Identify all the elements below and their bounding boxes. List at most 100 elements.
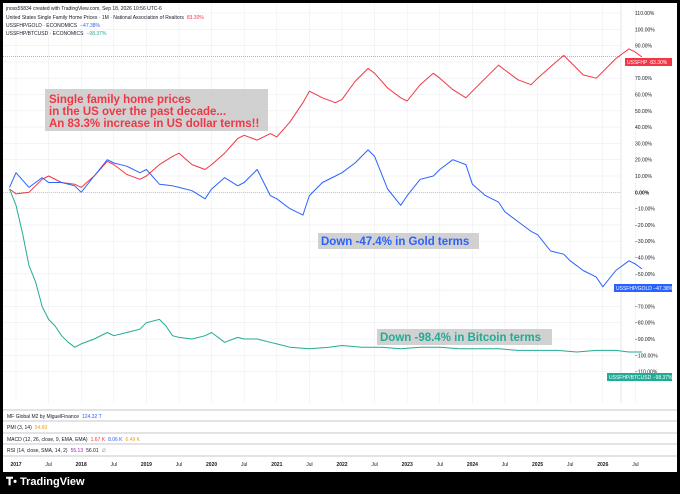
y-tick-label: 0.00%	[635, 190, 650, 196]
y-tick-label: 20.00%	[635, 158, 653, 164]
y-tick-label: 10.00%	[635, 174, 653, 180]
y-tick-label: 30.00%	[635, 141, 653, 147]
y-tick-label: −50.00%	[635, 272, 655, 278]
x-tick-label: Jul	[111, 462, 117, 468]
indicator-label: RSI (14, close, SMA, 14, 2)	[7, 448, 68, 454]
y-tick-label: −40.00%	[635, 256, 655, 262]
y-tick-label: −100.00%	[635, 353, 658, 359]
price-badge-btc: USSFHP/BTCUSD −98.37%	[607, 373, 673, 381]
legend-name: United States Single Family Home Prices …	[6, 15, 184, 21]
tradingview-logo[interactable]: 𝐓• TradingView	[6, 476, 85, 489]
indicator-value: 54.60	[35, 425, 48, 431]
legend: United States Single Family Home Prices …	[6, 15, 204, 37]
annotation-gold: Down -47.4% in Gold terms	[318, 233, 479, 249]
indicator-value: 55.13	[71, 448, 84, 454]
x-tick-label: 2026	[597, 462, 608, 468]
indicator-suffix: ∅	[102, 448, 106, 454]
indicator-label: MF Global M2 by MiguelFinance	[7, 414, 79, 420]
y-tick-label: −30.00%	[635, 239, 655, 245]
x-tick-label: 2023	[402, 462, 413, 468]
x-tick-label: 2024	[467, 462, 478, 468]
indicator-value: 124.32 T	[82, 414, 102, 420]
series-line-btc	[9, 188, 642, 353]
x-tick-label: 2025	[532, 462, 543, 468]
series-line-ussfhp	[9, 48, 643, 195]
legend-value: 83.30%	[187, 15, 205, 21]
x-tick-label: 2017	[10, 462, 21, 468]
legend-value: −47.38%	[80, 23, 100, 29]
annotation-home-prices: Single family home prices in the US over…	[45, 89, 268, 131]
indicator-rsi[interactable]: RSI (14, close, SMA, 14, 2) 55.13 56.01 ∅	[7, 448, 106, 454]
price-badge-gold: USSFHP/GOLD −47.38%	[614, 284, 674, 292]
annotation-home-line2: in the US over the past decade...	[49, 106, 226, 118]
badge-text: USSFHP/BTCUSD −98.37%	[609, 375, 673, 381]
y-tick-label: 60.00%	[635, 93, 653, 99]
y-tick-label: −20.00%	[635, 223, 655, 229]
y-tick-label: −70.00%	[635, 304, 655, 310]
legend-item-ussfhp[interactable]: United States Single Family Home Prices …	[6, 15, 204, 21]
indicator-panes: MF Global M2 by MiguelFinance 124.32 T PM…	[3, 409, 677, 457]
badge-text: USSFHP/GOLD −47.38%	[616, 286, 674, 292]
annotation-btc-text: Down -98.4% in Bitcoin terms	[380, 332, 541, 344]
x-tick-label: Jul	[502, 462, 508, 468]
tv-logo-icon: 𝐓•	[6, 476, 20, 488]
badge-bg	[607, 373, 672, 381]
legend-item-gold[interactable]: USSFHP/GOLD · ECONOMICS −47.38%	[6, 23, 101, 29]
annotation-home-bg	[45, 89, 268, 131]
indicator-value: 1.67 K	[91, 437, 106, 443]
chart-credit: jnoss55834 created with TradingView.com,…	[5, 6, 162, 12]
legend-item-btc[interactable]: USSFHP/BTCUSD · ECONOMICS −98.37%	[6, 31, 107, 37]
footer-bar: 𝐓• TradingView	[0, 472, 680, 494]
series-group	[9, 48, 643, 353]
x-tick-label: 2020	[206, 462, 217, 468]
annotation-gold-text: Down -47.4% in Gold terms	[321, 236, 469, 248]
indicator-m2[interactable]: MF Global M2 by MiguelFinance 124.32 T	[7, 414, 102, 420]
price-badge-ussfhp: USSFHP ·83.30%	[625, 58, 672, 66]
x-tick-label: Jul	[241, 462, 247, 468]
x-tick-label: Jul	[371, 462, 377, 468]
annotation-home-line1: Single family home prices	[49, 94, 191, 106]
x-tick-label: Jul	[176, 462, 182, 468]
x-tick-label: 2019	[141, 462, 152, 468]
y-tick-label: 40.00%	[635, 125, 653, 131]
x-tick-label: Jul	[306, 462, 312, 468]
annotation-btc-bg	[377, 329, 552, 345]
badge-text: USSFHP ·83.30%	[627, 60, 668, 66]
legend-name: USSFHP/BTCUSD · ECONOMICS	[6, 31, 84, 37]
legend-value: −98.37%	[87, 31, 107, 37]
y-tick-label: −80.00%	[635, 321, 655, 327]
y-tick-label: 70.00%	[635, 76, 653, 82]
x-tick-label: 2018	[76, 462, 87, 468]
y-tick-label: 90.00%	[635, 44, 653, 50]
badge-bg	[614, 284, 672, 292]
y-tick-label: 110.00%	[635, 11, 655, 17]
annotation-home-line3: An 83.3% increase in US dollar terms!!	[49, 118, 259, 130]
indicator-label: PMI (3, 14)	[7, 425, 32, 431]
x-tick-label: Jul	[437, 462, 443, 468]
annotation-btc: Down -98.4% in Bitcoin terms	[377, 329, 552, 345]
badge-bg	[625, 58, 672, 66]
x-tick-label: 2022	[336, 462, 347, 468]
x-tick-label: 2021	[271, 462, 282, 468]
y-axis: 110.00%100.00%90.00%80.00%70.00%60.00%50…	[635, 11, 658, 376]
y-tick-label: −110.00%	[635, 370, 658, 376]
x-tick-label: Jul	[632, 462, 638, 468]
indicator-label: MACD (12, 26, close, 9, EMA, EMA)	[7, 437, 88, 443]
x-tick-label: Jul	[45, 462, 51, 468]
y-tick-label: 100.00%	[635, 27, 655, 33]
legend-name: USSFHP/GOLD · ECONOMICS	[6, 23, 78, 29]
indicator-pmi[interactable]: PMI (3, 14) 54.60	[7, 425, 47, 431]
chart-canvas[interactable]: 110.00%100.00%90.00%80.00%70.00%60.00%50…	[3, 3, 677, 472]
indicator-value: 56.01	[86, 448, 99, 454]
x-tick-label: Jul	[567, 462, 573, 468]
indicator-value: 8.06 K	[108, 437, 123, 443]
x-axis: 2017 Jul 2018 Jul 2019 Jul 2020 Jul 2021 Jul 2022 J…	[10, 462, 638, 468]
y-tick-label: −10.00%	[635, 207, 655, 213]
annotation-gold-bg	[318, 233, 479, 249]
series-line-gold	[9, 149, 643, 288]
y-tick-label: −90.00%	[635, 337, 655, 343]
tv-logo-text: TradingView	[20, 476, 85, 488]
y-tick-label: 50.00%	[635, 109, 653, 115]
